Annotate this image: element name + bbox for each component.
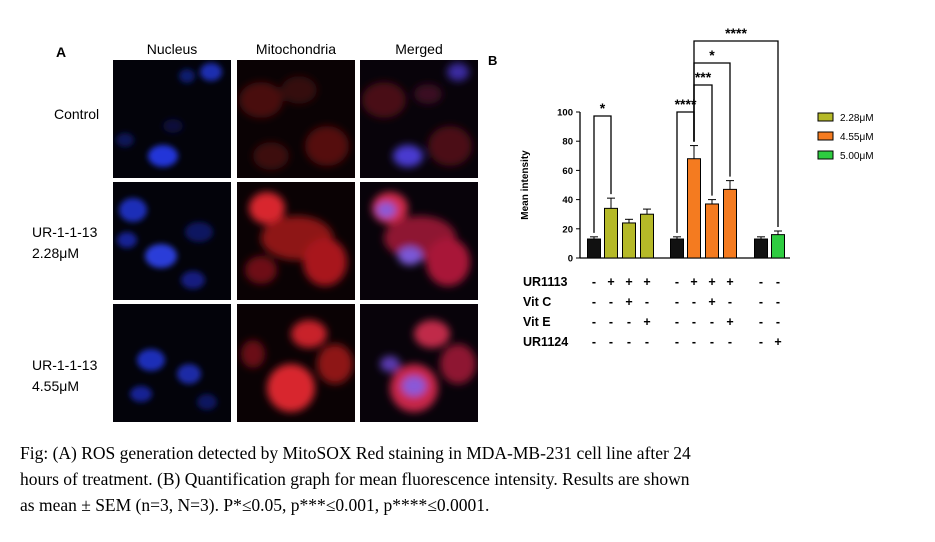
panel-b-label: B — [488, 53, 498, 68]
treatment-mark: - — [728, 295, 732, 309]
treatment-row-label: Vit E — [523, 315, 551, 329]
treatment-mark: + — [643, 315, 650, 329]
caption-line-2: hours of treatment. (B) Quantification g… — [20, 469, 690, 489]
row-label-4-55: UR-1-1-13 4.55μM — [32, 357, 98, 394]
bar — [723, 188, 737, 259]
treatment-mark: - — [609, 335, 613, 349]
treatment-mark: - — [592, 275, 596, 289]
treatment-mark: + — [690, 275, 697, 289]
treatment-mark: - — [692, 315, 696, 329]
treatment-row-label: Vit C — [523, 295, 551, 309]
caption-line-1: Fig: (A) ROS generation detected by Mito… — [20, 443, 691, 463]
bar — [670, 238, 684, 259]
treatment-mark: - — [759, 275, 763, 289]
micrograph-2-28-mitochondria — [237, 182, 355, 300]
row-label-2-28: UR-1-1-13 2.28μM — [32, 224, 98, 261]
treatment-mark: - — [609, 295, 613, 309]
treatment-mark: - — [627, 335, 631, 349]
treatment-mark: + — [726, 275, 733, 289]
treatment-mark: - — [759, 295, 763, 309]
treatment-mark: - — [675, 335, 679, 349]
treatment-mark: + — [774, 335, 781, 349]
micrograph-control-merged — [360, 60, 478, 178]
treatment-mark: - — [776, 295, 780, 309]
micrograph-4-55-merged — [360, 304, 478, 422]
treatment-mark: - — [776, 275, 780, 289]
treatment-mark: - — [759, 315, 763, 329]
treatment-mark: - — [645, 335, 649, 349]
legend-swatch — [817, 131, 834, 141]
treatment-mark: - — [710, 315, 714, 329]
legend-swatch — [817, 112, 834, 122]
y-tick-label: 0 — [568, 254, 573, 265]
micrograph-2-28-nucleus — [113, 182, 231, 300]
y-tick-label: 80 — [562, 137, 573, 148]
bar — [587, 238, 601, 259]
micrograph-control-nucleus — [113, 60, 231, 178]
treatment-mark: - — [776, 315, 780, 329]
column-header-nucleus: Nucleus — [146, 41, 198, 57]
bar — [604, 207, 618, 259]
bar — [705, 203, 719, 259]
treatment-mark: - — [645, 295, 649, 309]
significance-label: **** — [675, 96, 697, 112]
treatment-mark: + — [708, 275, 715, 289]
treatment-mark: + — [643, 275, 650, 289]
y-axis-label: Mean intensity — [520, 150, 531, 220]
column-header-merged: Merged — [395, 41, 443, 57]
legend-label: 5.00μM — [840, 151, 874, 162]
treatment-mark: - — [675, 275, 679, 289]
treatment-row-label: UR1113 — [523, 275, 568, 289]
panel-a-label: A — [56, 44, 67, 60]
treatment-mark: - — [692, 335, 696, 349]
column-header-mitochondria: Mitochondria — [255, 41, 337, 57]
y-tick-label: 40 — [562, 195, 573, 206]
micrograph-control-mitochondria — [237, 60, 355, 178]
treatment-mark: - — [728, 335, 732, 349]
treatment-mark: - — [609, 315, 613, 329]
significance-bracket — [693, 40, 779, 227]
bar — [754, 238, 768, 259]
significance-bracket — [593, 115, 612, 233]
treatment-mark: + — [708, 295, 715, 309]
y-tick-label: 100 — [557, 108, 573, 119]
treatment-mark: - — [710, 335, 714, 349]
bar — [622, 222, 636, 259]
significance-label: **** — [725, 25, 747, 41]
treatment-row-label: UR1124 — [523, 335, 568, 349]
bar — [771, 234, 785, 259]
micrograph-2-28-merged — [360, 182, 478, 300]
treatment-mark: + — [607, 275, 614, 289]
significance-label: * — [600, 100, 606, 116]
y-tick-label: 60 — [562, 166, 573, 177]
significance-label: *** — [695, 69, 712, 85]
figure-caption: Fig: (A) ROS generation detected by Mito… — [20, 440, 900, 518]
treatment-mark: + — [726, 315, 733, 329]
legend-swatch — [817, 150, 834, 160]
treatment-mark: + — [625, 295, 632, 309]
micrograph-4-55-nucleus — [113, 304, 231, 422]
row-label-control: Control — [54, 106, 100, 122]
treatment-mark: - — [627, 315, 631, 329]
treatment-mark: - — [592, 335, 596, 349]
treatment-mark: - — [592, 295, 596, 309]
caption-line-3: as mean ± SEM (n=3, N=3). P*≤0.05, p***≤… — [20, 495, 490, 515]
y-tick-label: 20 — [562, 224, 573, 235]
treatment-mark: - — [592, 315, 596, 329]
bar — [640, 213, 654, 259]
significance-label: * — [709, 47, 715, 63]
treatment-mark: - — [692, 295, 696, 309]
treatment-mark: + — [625, 275, 632, 289]
treatment-mark: - — [675, 295, 679, 309]
legend-label: 2.28μM — [840, 113, 874, 124]
bar — [687, 158, 701, 259]
treatment-mark: - — [759, 335, 763, 349]
treatment-mark: - — [675, 315, 679, 329]
micrograph-4-55-mitochondria — [237, 304, 355, 422]
legend-label: 4.55μM — [840, 132, 874, 143]
